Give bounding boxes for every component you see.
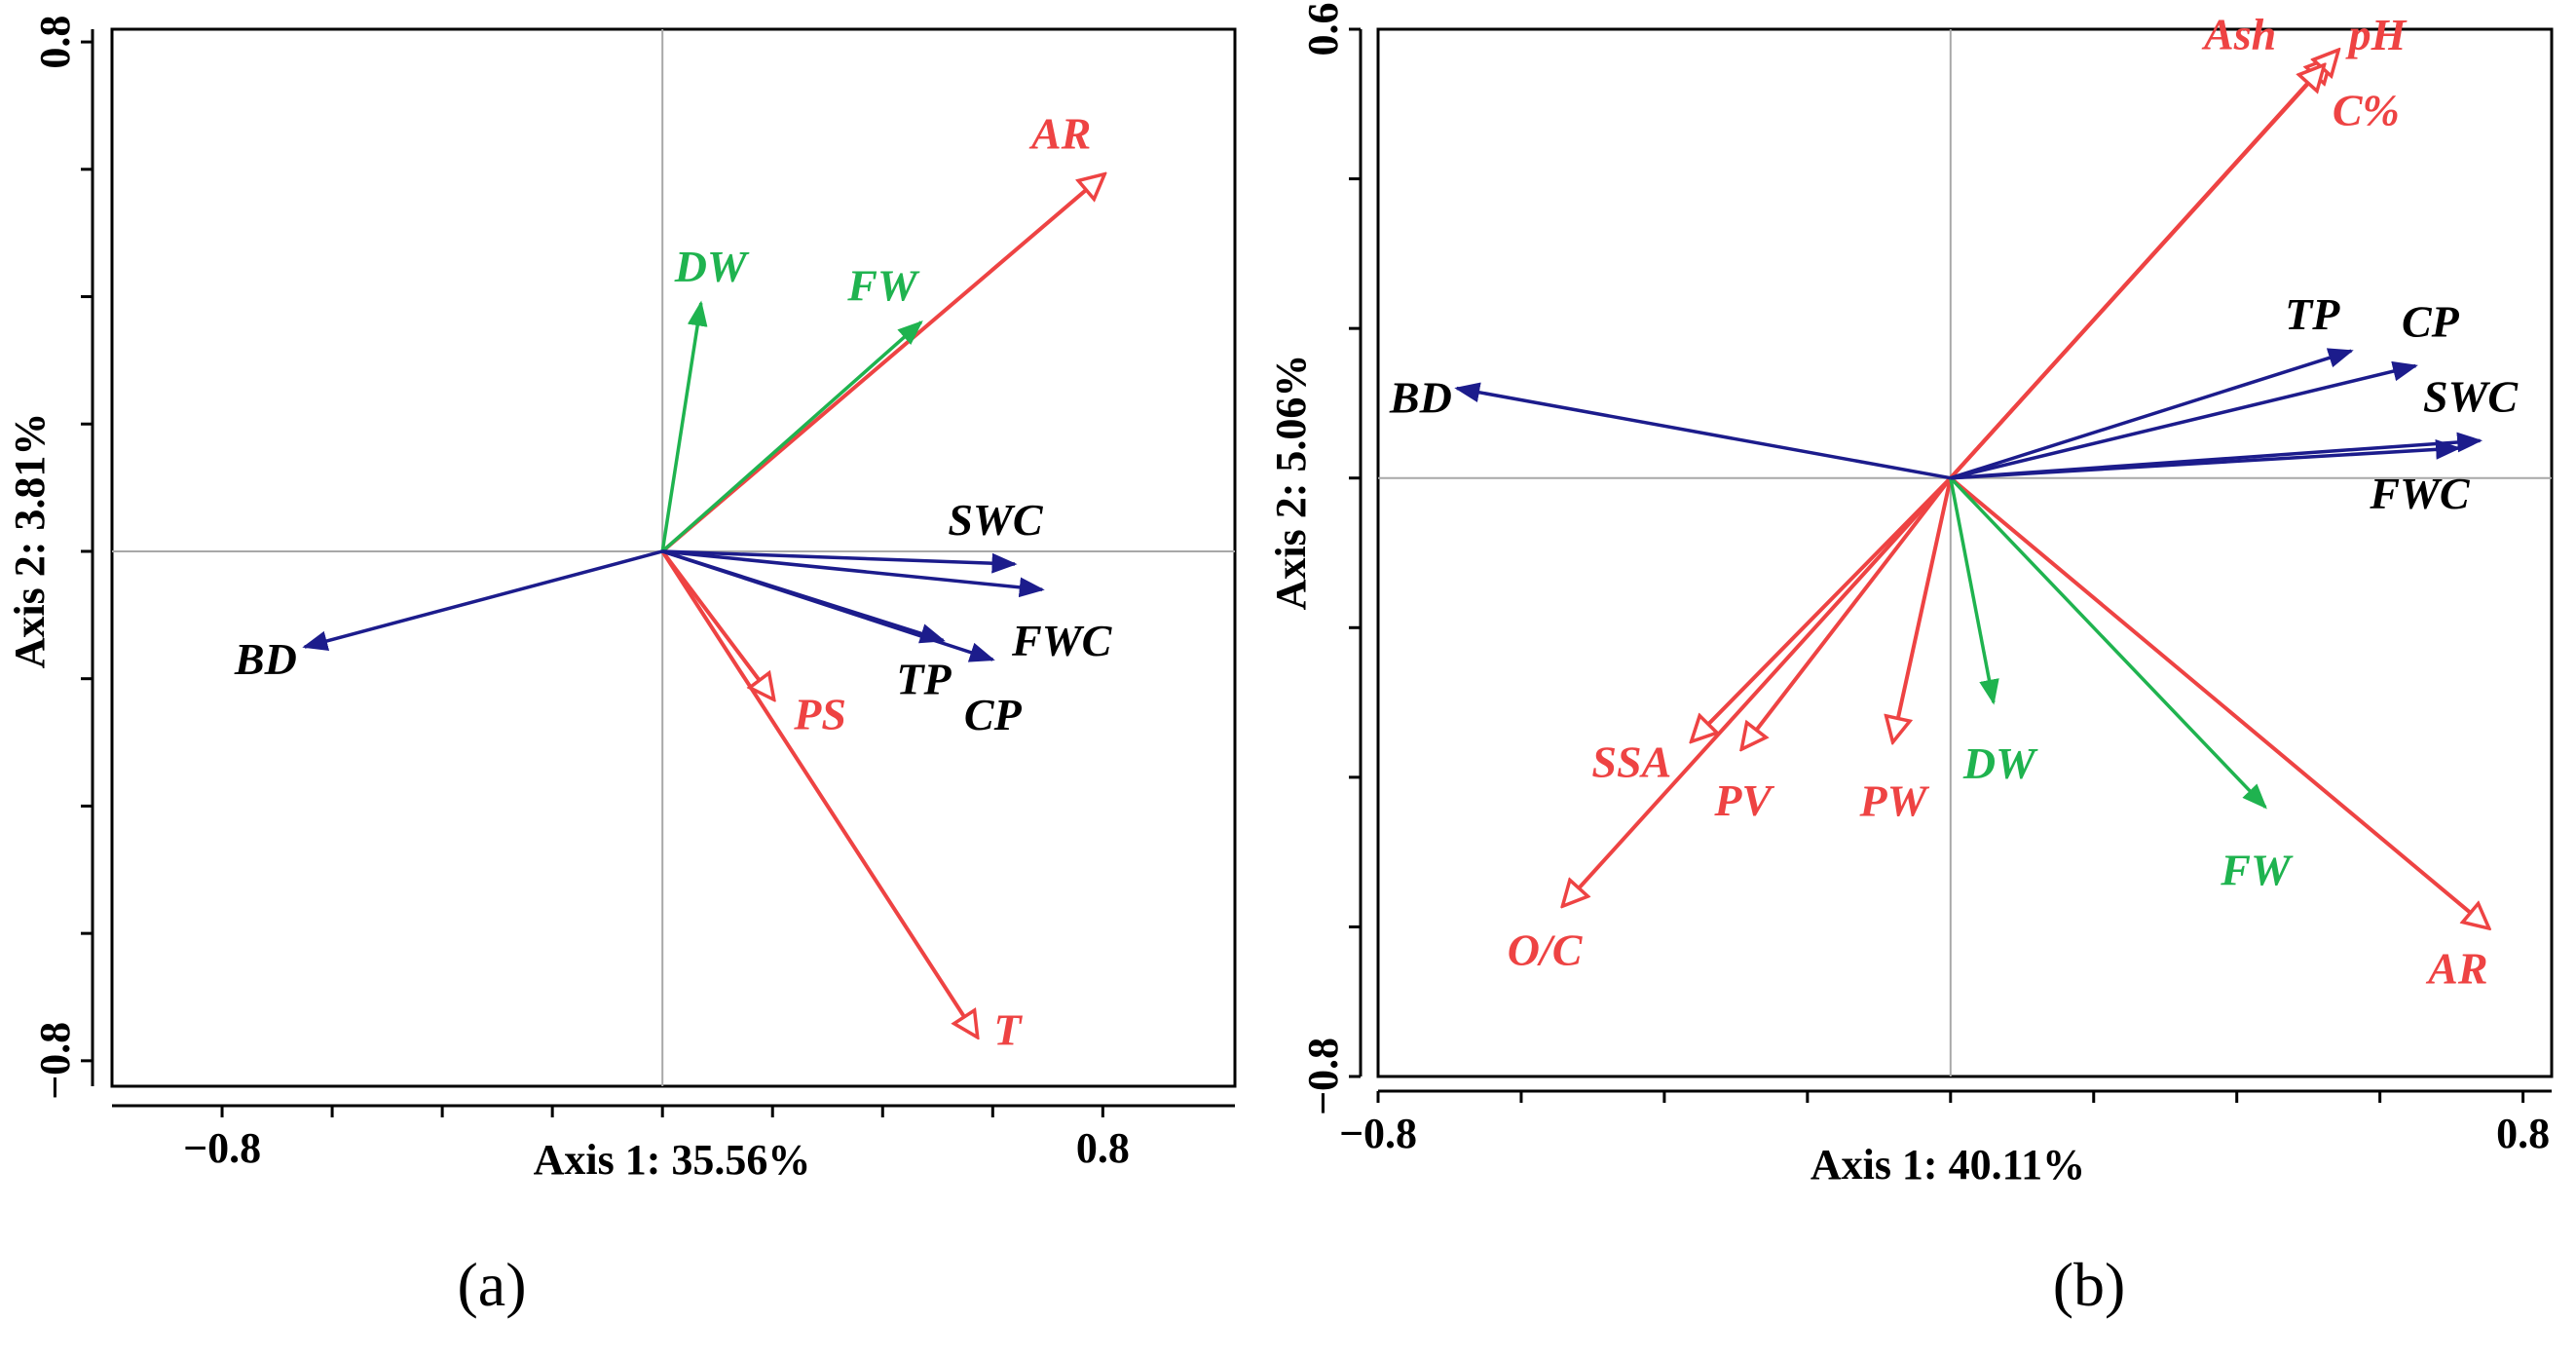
vector-t (660, 549, 976, 1036)
panel-label: (a) (457, 1250, 526, 1319)
vector-swc (662, 549, 1018, 574)
vector-label-ar: AR (1028, 108, 1091, 158)
vector-label-pw: PW (1859, 775, 1930, 825)
vector-fw (1949, 476, 2267, 810)
vector-label-t: T (993, 1005, 1023, 1055)
vector-oc (1564, 476, 1953, 905)
y-tick-label: 0.8 (31, 16, 79, 69)
vector-cp (1950, 360, 2418, 480)
vector-label-cp: CP (2402, 297, 2460, 347)
vector-label-fwc: FWC (1011, 616, 1113, 665)
vector-label-cp: CP (964, 690, 1023, 739)
vector-dw (1949, 477, 1999, 705)
vector-bd (1454, 382, 1952, 480)
vector-fwc (1950, 438, 2462, 480)
vector-label-bd: BD (1389, 373, 1452, 423)
vector-label-tp: TP (896, 654, 952, 703)
vector-label-ash: Ash (2201, 10, 2276, 59)
vector-ar (1949, 476, 2487, 927)
x-tick-label: 0.8 (2496, 1110, 2550, 1157)
vector-label-fw: FW (2220, 846, 2294, 895)
x-tick-label: −0.8 (1339, 1110, 1417, 1157)
vector-dw (660, 300, 708, 552)
vector-label-ph: pH (2345, 10, 2408, 59)
vector-label-ssa: SSA (1591, 736, 1671, 786)
x-tick-label: 0.8 (1076, 1124, 1130, 1172)
vector-fw (661, 320, 923, 553)
y-tick-label: 0.6 (1299, 3, 1347, 57)
vector-ps (660, 549, 772, 698)
vector-label-ps: PS (793, 689, 846, 738)
vector-label-dw: DW (1962, 738, 2038, 788)
vector-ar (660, 175, 1102, 553)
vector-label-swc: SWC (948, 495, 1043, 545)
vector-label-pv: PV (1713, 775, 1774, 825)
y-tick-label: −0.8 (1299, 1038, 1347, 1115)
vector-label-swc: SWC (2423, 371, 2519, 421)
vector-cp (661, 549, 995, 662)
x-axis-title: Axis 1: 40.11% (1811, 1141, 2085, 1189)
plot-frame (110, 27, 1237, 1088)
y-axis-title: Axis 2: 5.06% (1267, 355, 1315, 611)
panel-a: −0.8 0.8 0.8 −0.8 Axis 1: 35.56% Axis 2: 3.81… (6, 16, 1237, 1319)
vector-label-fwc: FWC (2369, 469, 2471, 518)
plot-frame (1376, 27, 2554, 1078)
vector-pw (1893, 477, 1953, 740)
panel-b: −0.8 0.8 0.6 −0.8 Axis 1: 40.11% Axis 2: 5.06… (1267, 3, 2554, 1319)
vector-tp (1950, 348, 2354, 480)
vector-label-tp: TP (2285, 289, 2340, 339)
vector-c (1949, 66, 2323, 480)
vector-pv (1743, 476, 1953, 747)
x-axis-title: Axis 1: 35.56% (534, 1136, 811, 1184)
vector-label-fw: FW (846, 261, 920, 311)
vector-fwc (662, 549, 1045, 598)
vector-label-bd: BD (234, 634, 297, 684)
vector-label-c: C% (2333, 85, 2400, 134)
y-axis-title: Axis 2: 3.81% (6, 413, 54, 669)
vector-label-ar: AR (2425, 943, 2487, 993)
vector-bd (302, 549, 663, 652)
vector-label-oc: O/C (1508, 925, 1584, 974)
x-tick-label: −0.8 (183, 1124, 261, 1172)
panel-label: (b) (2053, 1250, 2126, 1319)
vector-label-dw: DW (674, 242, 750, 291)
y-tick-label: −0.8 (31, 1022, 79, 1100)
vector-ssa (1693, 476, 1953, 740)
